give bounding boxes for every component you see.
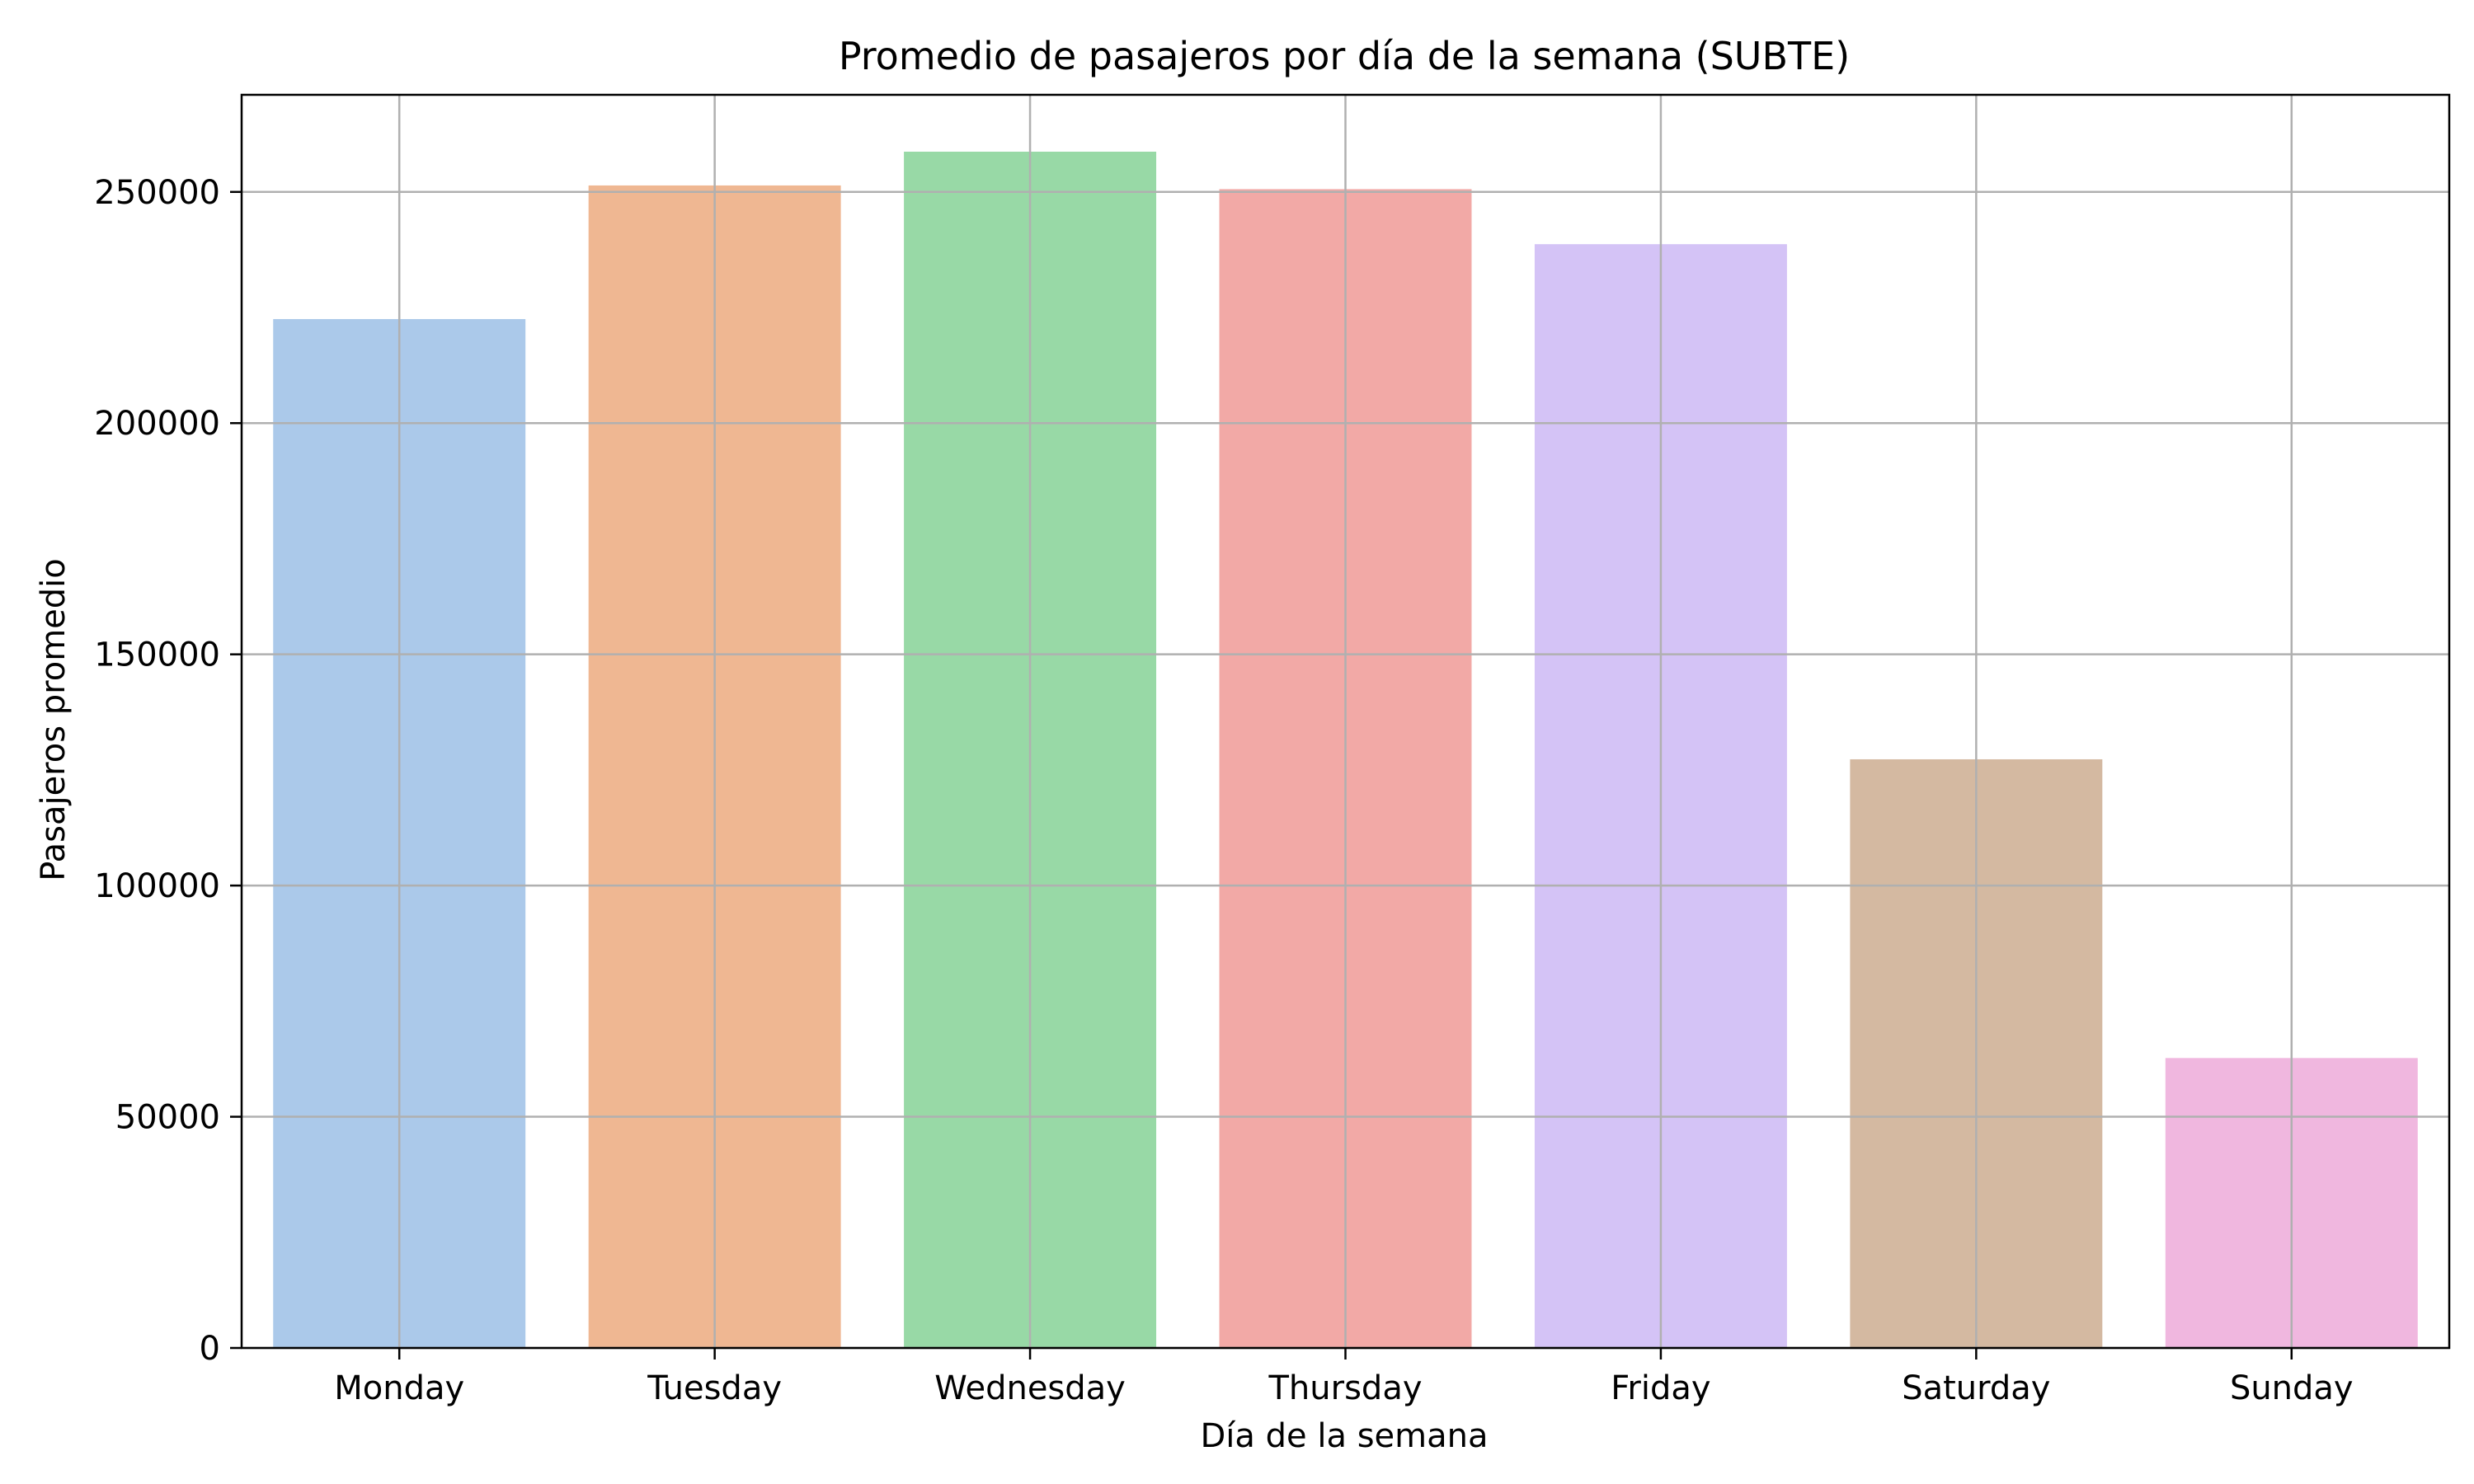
x-tick-label: Monday: [334, 1369, 464, 1407]
x-tick-label: Tuesday: [647, 1369, 782, 1407]
plot-area: 0 50000 100000 150000 200000 250000 Monday Tues…: [94, 93, 2451, 1407]
chart-title: Promedio de pasajeros por día de la sema…: [839, 34, 1850, 78]
y-tick-label: 250000: [94, 174, 220, 212]
y-tick-label: 0: [200, 1330, 220, 1368]
y-tick-label: 200000: [94, 405, 220, 443]
x-tick-label: Saturday: [1902, 1369, 2050, 1407]
x-tick-label: Thursday: [1268, 1369, 1423, 1407]
x-tick-label: Friday: [1611, 1369, 1710, 1407]
x-axis-label: Día de la semana: [1201, 1417, 1489, 1455]
y-tick-label: 100000: [94, 867, 220, 905]
y-axis-label: Pasajeros promedio: [35, 558, 73, 881]
y-tick-label: 50000: [115, 1099, 220, 1137]
y-tick-label: 150000: [94, 636, 220, 674]
x-tick-label: Sunday: [2230, 1369, 2354, 1407]
x-tick-label: Wednesday: [934, 1369, 1126, 1407]
